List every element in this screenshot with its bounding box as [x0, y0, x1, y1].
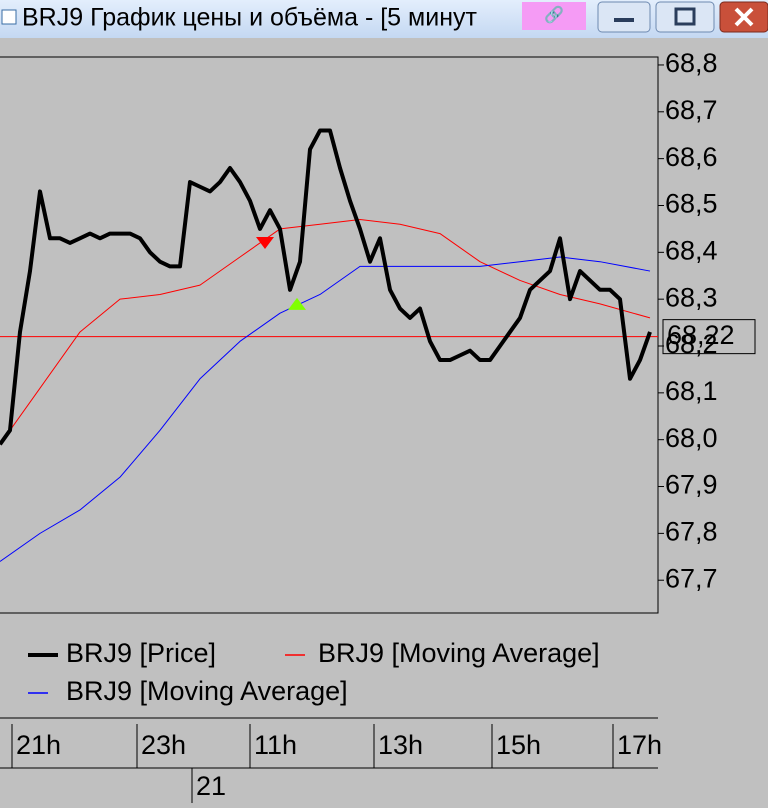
maximize-icon [674, 7, 696, 26]
y-tick-label: 68,5 [665, 189, 718, 219]
x-tick-label: 15h [496, 730, 541, 760]
last-price-label: 68,22 [667, 320, 735, 350]
legend-label: BRJ9 [Moving Average] [318, 638, 600, 668]
y-tick-label: 68,0 [665, 423, 718, 453]
link-icon: 🔗 [544, 5, 564, 24]
plot: 67,767,867,968,068,168,268,368,468,568,6… [0, 48, 756, 803]
window-title: BRJ9 График цены и объёма - [5 минут [22, 4, 477, 32]
x-tick-label: 11h [254, 730, 297, 760]
y-tick-label: 68,6 [665, 142, 718, 172]
legend-label: BRJ9 [Moving Average] [66, 676, 348, 706]
y-tick-label: 68,7 [665, 95, 718, 125]
signal-marker [288, 297, 306, 310]
y-tick-label: 67,8 [665, 516, 718, 546]
legend-label: BRJ9 [Price] [66, 638, 216, 668]
window-icon [1, 9, 17, 25]
y-tick-label: 68,8 [665, 48, 718, 78]
y-tick-label: 68,4 [665, 235, 718, 265]
last-price-box [662, 319, 756, 355]
minimize-icon [614, 18, 634, 22]
y-tick-label: 67,7 [665, 563, 718, 593]
y-tick-label: 68,1 [665, 376, 718, 406]
plot-area [0, 56, 659, 614]
close-icon [734, 7, 754, 27]
series-line [0, 128, 652, 446]
minimize-button[interactable] [597, 1, 651, 33]
date-tick-label: 21 [196, 771, 226, 801]
x-tick-label: 23h [141, 730, 186, 760]
x-tick-label: 17h [617, 730, 662, 760]
y-tick-label: 68,3 [665, 282, 718, 312]
maximize-button[interactable] [655, 1, 715, 33]
signal-marker [256, 236, 274, 249]
x-tick-label: 21h [16, 730, 61, 760]
link-button[interactable] [522, 2, 586, 30]
series-line [0, 256, 651, 562]
x-tick-label: 13h [378, 730, 423, 760]
y-tick-label: 67,9 [665, 470, 718, 500]
